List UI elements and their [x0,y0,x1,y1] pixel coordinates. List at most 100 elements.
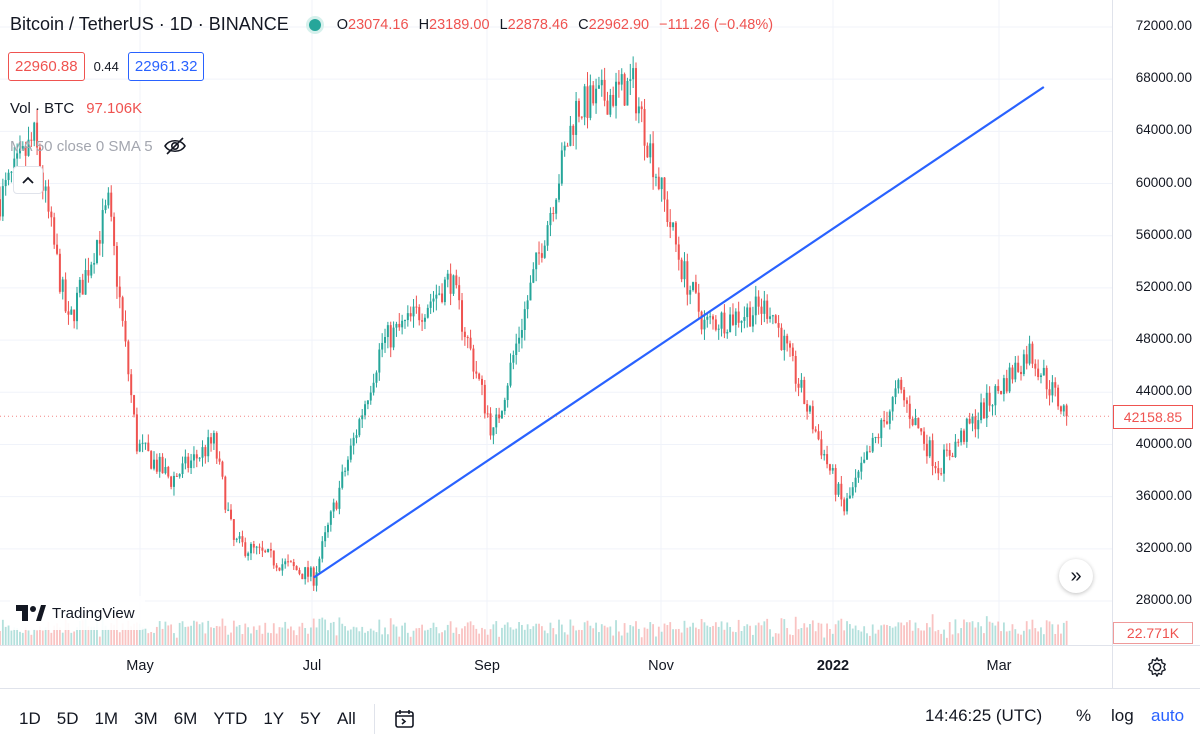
volume-bar [463,626,466,645]
candle-body [195,454,198,459]
candle-body [1020,371,1023,375]
timeframe-button-1y[interactable]: 1Y [263,708,285,728]
candle-body [107,192,110,206]
candle-body [526,300,529,310]
volume-bar [61,632,64,645]
candle-body [731,314,734,325]
calendar-range-icon[interactable] [393,707,417,731]
chart-svg[interactable] [0,0,1200,688]
time-tick-label: Nov [648,658,674,674]
timeframe-button-ytd[interactable]: YTD [213,708,248,728]
market-status-icon[interactable] [308,18,321,31]
timeframe-button-3m[interactable]: 3M [134,708,158,728]
candle-body [204,447,207,457]
volume-bar [147,633,150,645]
candle-body [749,307,752,327]
buy-button[interactable]: 22961.32 [127,52,205,81]
percent-scale-button[interactable]: % [1076,706,1092,725]
timeframe-button-1d[interactable]: 1D [19,708,41,728]
ohlc-open: O23074.16 [336,16,409,33]
toolbar-divider [373,703,375,734]
candle-body [863,459,866,463]
candle-body [931,440,934,467]
timeframe-button-all[interactable]: All [336,708,356,728]
volume-bar [866,633,868,645]
candle-body [857,471,860,478]
volume-bar [603,625,606,645]
candle-body [47,186,50,212]
candle-body [831,468,834,471]
candle-body [569,125,572,146]
time-tick-label: Mar [986,658,1012,674]
volume-bar [495,621,498,645]
candle-body [284,561,287,565]
sell-button[interactable]: 22960.88 [8,52,85,81]
timeframe-button-5d[interactable]: 5D [56,708,79,728]
volume-legend[interactable]: Vol · BTC 97.106K [10,100,142,117]
log-scale-button[interactable]: log [1111,706,1134,725]
volume-bar [752,634,754,645]
candle-body [130,374,133,396]
volume-bar [441,632,443,645]
volume-bar [204,633,207,645]
timeframe-button-1m[interactable]: 1M [94,708,119,728]
collapse-legend-button[interactable] [13,166,43,194]
volume-bar [329,622,332,645]
candle-body [549,213,552,226]
price-tick-label: 68000.00 [1135,70,1192,86]
volume-bar [64,615,67,645]
volume-bar [138,623,141,645]
scroll-to-realtime-button[interactable]: » [1059,559,1093,593]
volume-bar [312,618,315,645]
candle-body [221,461,224,477]
volume-bar [777,633,780,645]
candle-body [652,143,655,178]
volume-bar [4,626,7,645]
auto-scale-button[interactable]: auto [1151,706,1185,725]
candle-body [1051,382,1054,396]
eye-off-icon[interactable] [163,136,187,156]
ohlc-close: C22962.90 [578,16,650,33]
volume-bar [53,625,56,645]
gear-icon[interactable] [1146,656,1168,678]
volume-bar [315,627,318,645]
timeframe-button-5y[interactable]: 5Y [300,708,321,728]
volume-bar [897,622,900,645]
utc-clock[interactable]: 14:46:25 (UTC) [925,706,1043,725]
volume-bar [857,630,860,645]
price-tick-label: 48000.00 [1135,331,1192,347]
candle-body [1054,382,1057,388]
volume-bar [543,630,546,645]
candle-body [73,309,76,322]
volume-bar [404,622,406,645]
volume-bar [127,620,130,645]
candle-body [207,437,210,457]
volume-bar [44,627,47,645]
candle-body [697,292,700,312]
symbol-title[interactable]: Bitcoin / TetherUS · 1D · BINANCE [10,14,289,34]
candle-body [61,279,64,292]
candle-body [238,536,241,539]
ma-legend[interactable]: MA 50 close 0 SMA 5 [10,136,187,156]
candle-body [692,282,695,291]
timeframe-button-6m[interactable]: 6M [173,708,198,728]
candle-body [261,547,264,551]
candle-body [403,320,406,322]
candle-body [249,543,252,554]
candle-body [135,414,138,452]
volume-bar [783,619,786,645]
candle-body [475,371,478,374]
candle-body [566,145,569,147]
volume-bar [272,623,275,645]
candle-body [198,457,201,459]
candle-body [532,269,535,283]
chevron-up-icon [22,176,34,184]
volume-bar [706,625,709,645]
candle-body [172,475,175,487]
price-tick-label: 28000.00 [1135,592,1192,608]
volume-bar [158,621,161,645]
price-tick-label: 40000.00 [1135,435,1192,451]
candle-body [70,309,73,315]
tradingview-logo[interactable]: TradingView [10,596,145,630]
candle-body [144,442,147,444]
